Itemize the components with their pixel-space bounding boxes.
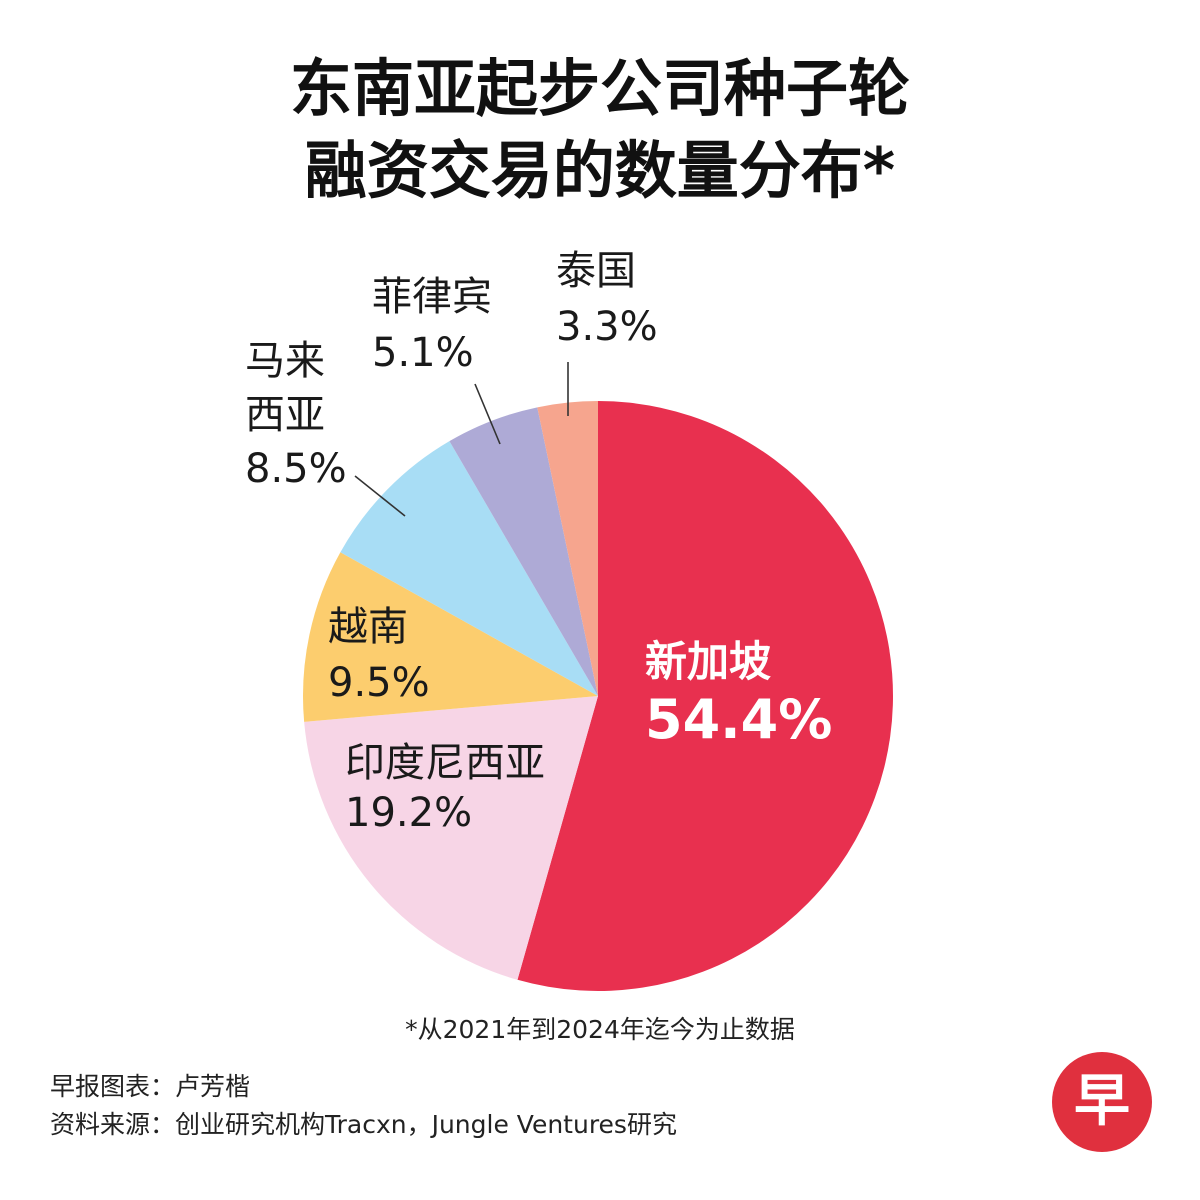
pie-slice-thailand — [537, 401, 598, 696]
slice-value-malaysia: 8.5% — [245, 446, 347, 492]
credit-source: 资料来源：创业研究机构Tracxn，Jungle Ventures研究 — [50, 1110, 677, 1139]
slice-value-singapore: 54.4% — [645, 688, 832, 751]
footnote: *从2021年到2024年迄今为止数据 — [405, 1015, 795, 1044]
pie-slice-singapore — [517, 401, 893, 991]
slice-label-indonesia: 印度尼西亚 — [345, 740, 545, 786]
zaobao-logo-glyph: 早 — [1074, 1069, 1130, 1134]
slice-label-philippines: 菲律宾 — [372, 274, 492, 320]
slice-value-philippines: 5.1% — [372, 330, 474, 376]
credits: 早报图表：卢芳楷 资料来源：创业研究机构Tracxn，Jungle Ventur… — [50, 1068, 677, 1144]
slice-label-malaysia-2: 西亚 — [245, 392, 325, 438]
svg-text:早: 早 — [1074, 1069, 1130, 1134]
zaobao-logo: 早 — [1052, 1052, 1152, 1152]
slice-label-thailand: 泰国 — [556, 248, 636, 294]
slice-label-malaysia-1: 马来 — [245, 338, 325, 384]
title-line-1: 东南亚起步公司种子轮 — [289, 52, 910, 125]
slice-label-vietnam: 越南 — [328, 604, 408, 650]
pie-slice-philippines — [449, 407, 598, 696]
leader-line-malaysia — [354, 475, 406, 517]
leader-line-philippines — [474, 383, 501, 445]
slice-value-thailand: 3.3% — [556, 304, 658, 350]
pie-slice-vietnam — [302, 552, 598, 722]
pie-slice-malaysia — [340, 441, 598, 696]
pie-slice-indonesia — [304, 696, 598, 980]
chart-title: 东南亚起步公司种子轮 融资交易的数量分布* — [0, 48, 1200, 212]
slice-value-vietnam: 9.5% — [328, 660, 430, 706]
slice-label-singapore: 新加坡 — [645, 637, 771, 686]
slice-value-indonesia: 19.2% — [345, 790, 472, 836]
credit-graphics: 早报图表：卢芳楷 — [50, 1072, 251, 1101]
title-line-2: 融资交易的数量分布* — [304, 134, 896, 207]
